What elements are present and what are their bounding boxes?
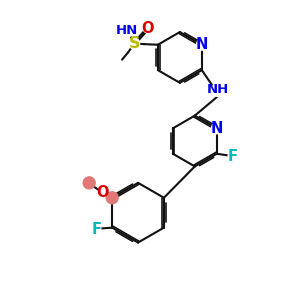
Text: F: F xyxy=(92,222,102,237)
Circle shape xyxy=(143,24,152,33)
Circle shape xyxy=(228,152,236,160)
Circle shape xyxy=(212,123,222,134)
Circle shape xyxy=(129,38,140,49)
Circle shape xyxy=(92,225,101,233)
Circle shape xyxy=(196,39,207,50)
Text: HN: HN xyxy=(116,24,138,37)
Text: O: O xyxy=(96,185,108,200)
Text: F: F xyxy=(227,148,237,164)
Text: O: O xyxy=(141,21,154,36)
Circle shape xyxy=(106,192,118,204)
Text: NH: NH xyxy=(207,83,230,96)
Circle shape xyxy=(83,177,95,189)
Circle shape xyxy=(98,188,106,196)
Circle shape xyxy=(212,83,225,97)
Circle shape xyxy=(121,24,134,37)
Text: N: N xyxy=(211,121,223,136)
Text: S: S xyxy=(128,36,140,51)
Text: N: N xyxy=(196,37,208,52)
